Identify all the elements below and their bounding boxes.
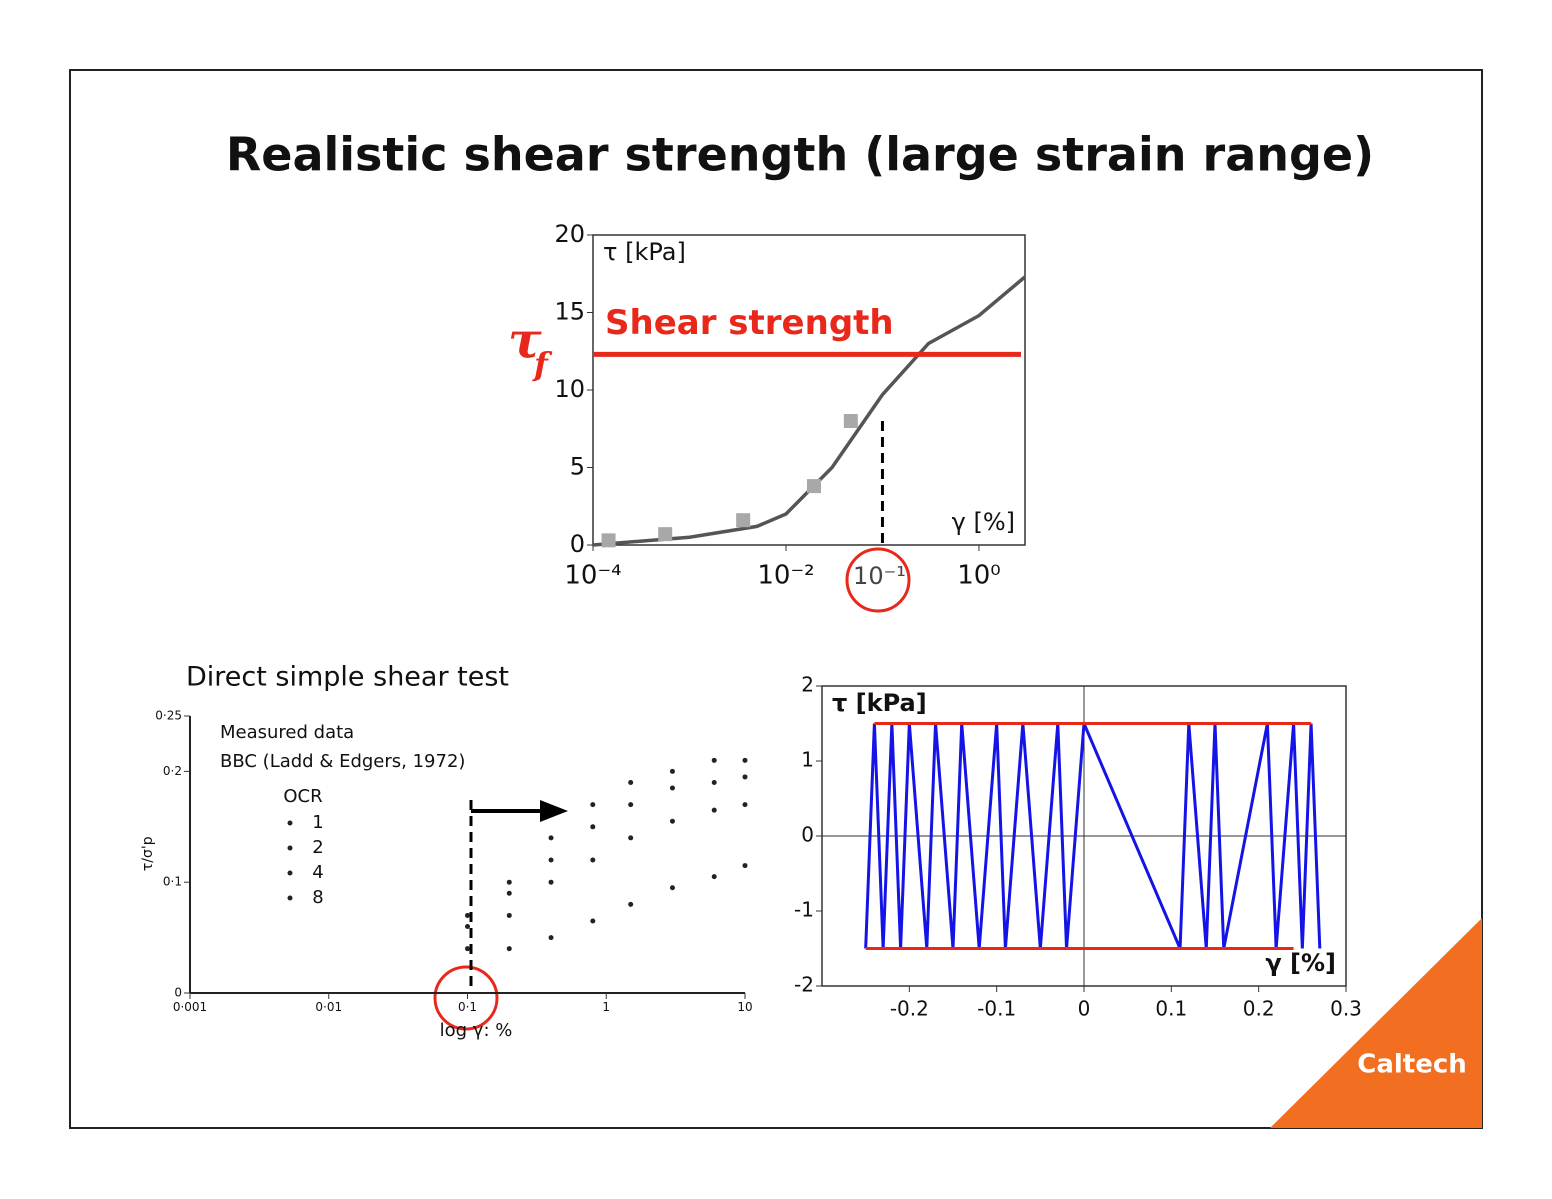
y-tick-label: 2 <box>801 673 814 697</box>
data-point <box>711 807 717 813</box>
x-tick-label: 0·1 <box>458 1000 477 1014</box>
x-tick-label: 10 <box>737 1000 752 1014</box>
data-point <box>742 863 748 869</box>
x-tick-label: 10⁰ <box>957 561 1001 591</box>
data-point <box>548 857 554 863</box>
x-tick-label: -0.2 <box>890 997 929 1021</box>
y-tick-label: -2 <box>794 973 814 997</box>
y-axis-label: τ/σ'p <box>140 836 156 871</box>
data-point <box>658 527 673 542</box>
data-point <box>711 757 717 763</box>
shear-strength-label: Shear strength <box>605 303 894 343</box>
slide-title: Realistic shear strength (large strain r… <box>226 128 1374 182</box>
y-tick-label: 0 <box>174 986 182 1000</box>
logo: Caltech <box>1357 1050 1467 1080</box>
x-tick-label: 0·001 <box>173 1000 207 1014</box>
chart-note: BBC (Ladd & Edgers, 1972) <box>220 751 465 772</box>
y-axis-label: τ [kPa] <box>603 238 686 266</box>
y-tick-label: 0 <box>570 530 585 558</box>
x-tick-label: 0·01 <box>315 1000 342 1014</box>
y-tick-label: 1 <box>801 748 814 772</box>
x-tick-label: 10⁻² <box>757 561 814 591</box>
y-tick-label: 0 <box>801 823 814 847</box>
data-point <box>590 824 596 830</box>
highlight-circle <box>845 547 911 613</box>
x-tick-label: 10⁻⁴ <box>564 561 621 591</box>
shear-strength-symbol: τ <box>508 310 542 369</box>
data-point <box>736 513 751 528</box>
legend-label: 4 <box>312 862 323 883</box>
data-point <box>590 857 596 863</box>
chart-note: Measured data <box>220 722 354 743</box>
x-tick-label: 0.1 <box>1155 997 1187 1021</box>
data-point <box>506 912 512 918</box>
data-point <box>669 785 675 791</box>
data-point <box>742 757 748 763</box>
data-point <box>628 779 634 785</box>
data-point <box>548 835 554 841</box>
data-point <box>806 479 821 494</box>
y-tick-label: -1 <box>794 898 814 922</box>
x-tick-label: -0.1 <box>977 997 1016 1021</box>
arrow-head <box>540 800 568 822</box>
y-tick-label: 0·1 <box>163 875 182 889</box>
logo-band <box>1270 918 1482 1128</box>
legend-title: OCR <box>283 786 322 807</box>
y-tick-label: 10 <box>554 375 585 403</box>
data-point <box>711 874 717 880</box>
data-point <box>465 946 470 952</box>
data-point <box>465 912 470 918</box>
y-tick-label: 20 <box>554 220 585 248</box>
x-tick-label: 0 <box>1078 997 1091 1021</box>
data-point <box>669 818 675 824</box>
y-tick-label: 0·2 <box>163 764 182 778</box>
data-point <box>590 918 596 924</box>
legend-marker <box>287 845 293 851</box>
x-tick-label: 0.3 <box>1330 997 1362 1021</box>
data-point <box>711 779 717 785</box>
legend-marker <box>287 870 293 876</box>
data-point <box>742 802 748 808</box>
highlight-circle <box>433 965 499 1031</box>
data-point <box>669 768 675 774</box>
data-point <box>506 946 512 952</box>
y-tick-label: 15 <box>554 298 585 326</box>
data-point <box>628 802 634 808</box>
chart-title: Direct simple shear test <box>186 662 509 693</box>
data-point <box>742 774 748 780</box>
legend-marker <box>287 895 293 901</box>
data-line <box>592 275 1027 547</box>
legend-label: 2 <box>312 837 323 858</box>
data-point <box>590 802 596 808</box>
x-axis-label: log γ: % <box>440 1020 513 1041</box>
x-tick-label: 0.2 <box>1243 997 1275 1021</box>
marker-label: 10⁻¹ <box>853 562 906 590</box>
legend-label: 1 <box>312 812 323 833</box>
data-point <box>548 879 554 885</box>
legend-label: 8 <box>312 887 323 908</box>
data-point <box>465 924 470 930</box>
y-axis-label: τ [kPa] <box>832 689 927 717</box>
data-point <box>628 901 634 907</box>
data-point <box>601 533 616 548</box>
x-axis-label: γ [%] <box>952 508 1015 536</box>
data-point <box>669 885 675 891</box>
x-axis-label: γ [%] <box>1265 949 1336 977</box>
x-tick-label: 1 <box>602 1000 610 1014</box>
data-point <box>843 414 858 428</box>
data-point <box>506 890 512 896</box>
legend-marker <box>287 820 293 826</box>
data-point <box>506 879 512 885</box>
y-tick-label: 5 <box>570 453 585 481</box>
y-tick-label: 0·25 <box>155 709 182 723</box>
data-point <box>628 835 634 841</box>
data-point <box>548 935 554 941</box>
shear-strength-subscript: f <box>532 345 553 383</box>
slide-frame <box>69 69 1483 1129</box>
